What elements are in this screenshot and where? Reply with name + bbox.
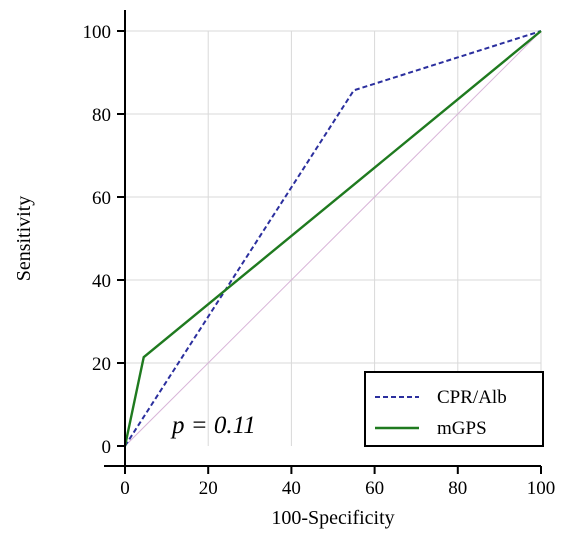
series-line-cpr-alb xyxy=(124,30,542,447)
x-tick-label: 40 xyxy=(282,478,301,499)
y-tick-label: 100 xyxy=(83,22,112,43)
legend-label-cpr-alb: CPR/Alb xyxy=(437,387,507,408)
tick-labels: 0 20 40 60 80 100 0 20 40 60 80 100 xyxy=(83,22,556,499)
y-tick-label: 0 xyxy=(102,437,112,458)
x-tick-label: 60 xyxy=(365,478,384,499)
x-axis-title: 100-Specificity xyxy=(271,507,394,529)
x-tick-label: 20 xyxy=(199,478,218,499)
x-tick-label: 100 xyxy=(527,478,556,499)
p-value-annotation: p = 0.11 xyxy=(170,412,256,439)
y-tick-label: 20 xyxy=(92,354,111,375)
axes xyxy=(104,10,542,474)
y-tick-label: 80 xyxy=(92,105,111,126)
y-axis-title: Sensitivity xyxy=(13,196,35,282)
x-tick-label: 80 xyxy=(448,478,467,499)
legend: CPR/Alb mGPS xyxy=(364,371,544,447)
legend-label-mgps: mGPS xyxy=(437,418,487,439)
series-line-mgps xyxy=(123,30,542,447)
series-layer xyxy=(123,30,542,447)
reference-diagonal-line xyxy=(124,30,542,447)
y-tick-label: 60 xyxy=(92,188,111,209)
x-tick-label: 0 xyxy=(120,478,130,499)
legend-box xyxy=(364,371,544,447)
y-tick-label: 40 xyxy=(92,271,111,292)
